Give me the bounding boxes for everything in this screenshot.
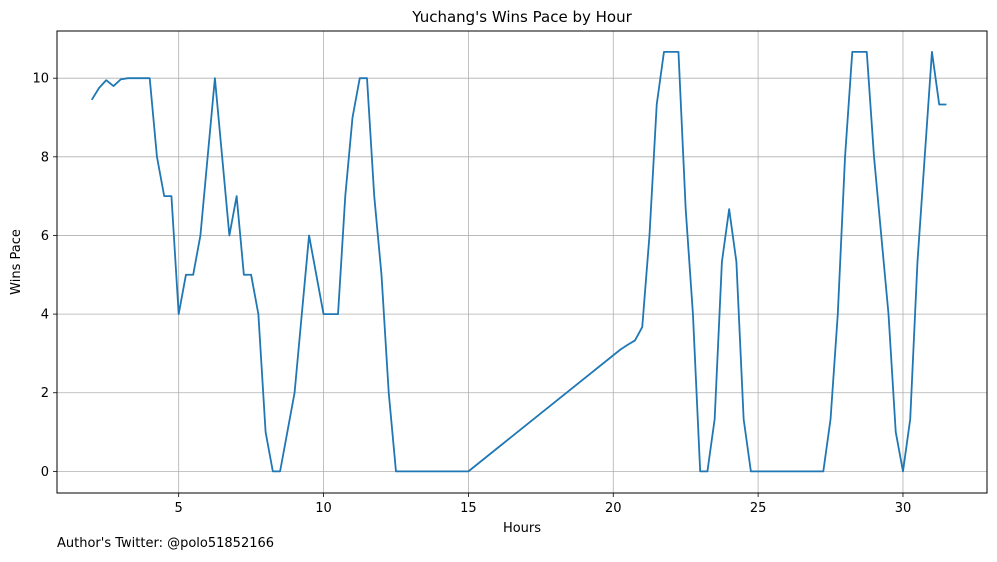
x-tick-label: 10	[315, 501, 332, 516]
plot-frame	[56, 30, 988, 494]
y-tick-label: 0	[41, 465, 49, 480]
series-line	[91, 50, 947, 473]
author-credit: Author's Twitter: @polo51852166	[57, 536, 275, 551]
y-tick-label: 4	[41, 308, 49, 323]
grid	[57, 31, 987, 493]
y-tick-label: 2	[41, 386, 49, 401]
x-tick-label: 5	[175, 501, 183, 516]
x-axis: 5 10 15 20 25 30	[175, 493, 912, 516]
x-tick-label: 15	[460, 501, 477, 516]
y-tick-label: 10	[32, 72, 49, 87]
x-tick-label: 20	[605, 501, 622, 516]
chart-title: Yuchang's Wins Pace by Hour	[411, 8, 632, 26]
y-axis: 0 2 4 6 8 10	[32, 72, 57, 480]
y-tick-label: 6	[41, 229, 49, 244]
x-tick-label: 25	[750, 501, 767, 516]
x-axis-label: Hours	[503, 521, 541, 536]
x-tick-label: 30	[895, 501, 912, 516]
y-tick-label: 8	[41, 150, 49, 165]
y-axis-label: Wins Pace	[9, 229, 24, 295]
